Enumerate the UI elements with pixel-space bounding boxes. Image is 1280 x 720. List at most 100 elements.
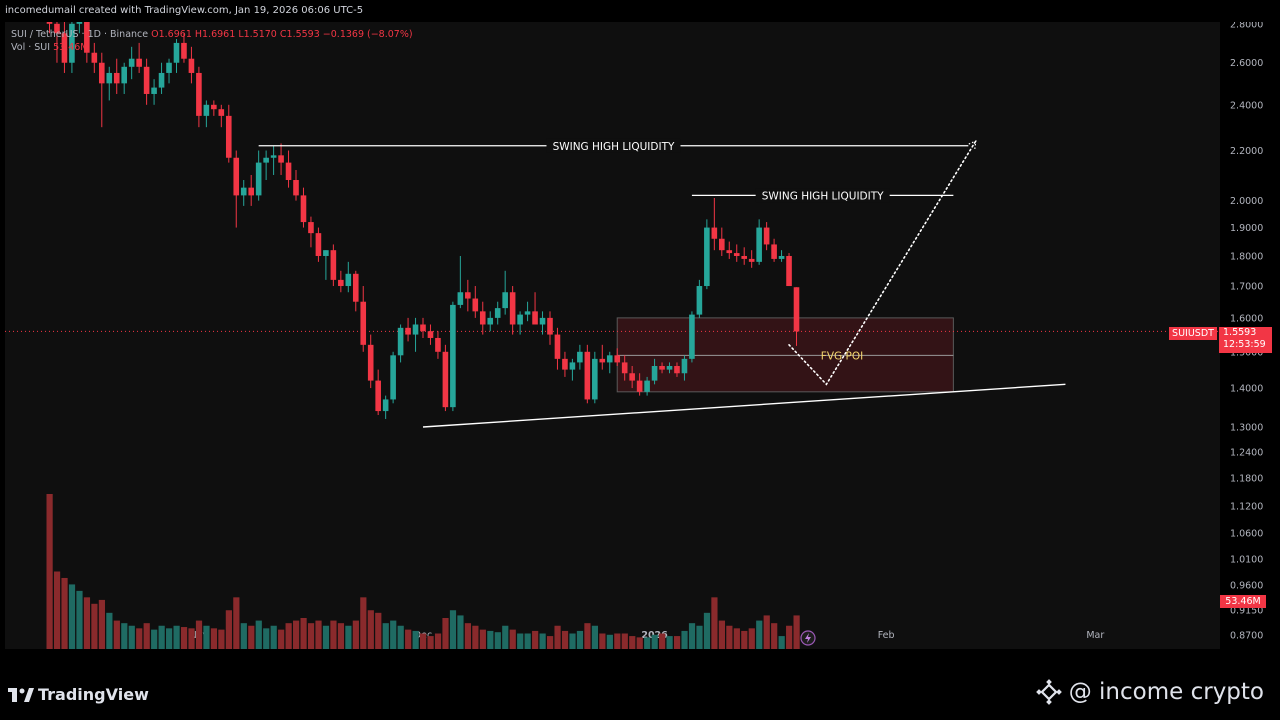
volume-bar <box>741 630 748 649</box>
candle-up <box>263 157 269 163</box>
volume-bar <box>270 625 277 649</box>
candle-down <box>98 62 105 84</box>
candle-up <box>270 155 277 158</box>
legend-volume-label[interactable]: Vol · SUI <box>11 42 51 53</box>
candle-up <box>606 355 613 363</box>
price-chart[interactable]: 2.8000 2.6000 2.4000 2.2000 2.0000 1.9000 1.80… <box>5 22 1280 649</box>
y-tick-label: 1.8000 <box>1230 251 1263 262</box>
volume-bar <box>173 625 180 649</box>
volume-bar <box>576 630 584 649</box>
volume-bar <box>46 494 53 649</box>
candle-up <box>644 380 650 392</box>
volume-bar <box>188 628 195 649</box>
volume-bar <box>278 629 285 649</box>
candle-down <box>763 227 770 245</box>
candle-down <box>636 380 643 392</box>
candle-down <box>91 52 98 63</box>
x-tick-label: Feb <box>878 630 895 641</box>
tradingview-logo[interactable]: TradingView <box>8 685 149 704</box>
candle-up <box>76 22 83 24</box>
volume-bar <box>285 623 292 649</box>
y-tick-label: 1.3000 <box>1230 423 1263 434</box>
volume-bar <box>255 620 262 649</box>
candle-up <box>255 162 262 196</box>
volume-bar <box>696 625 703 649</box>
volume-bar <box>718 620 725 649</box>
volume-bar <box>412 630 419 649</box>
candle-up <box>778 255 785 259</box>
volume-bar <box>106 612 113 649</box>
candle-up <box>502 292 508 309</box>
volume-bar <box>397 625 404 649</box>
volume-bar <box>434 633 442 649</box>
chart-plot-area[interactable]: 2.8000 2.6000 2.4000 2.2000 2.0000 1.9000 1.80… <box>5 22 1280 649</box>
candle-down <box>367 344 374 381</box>
y-tick-label: 1.1200 <box>1230 502 1263 513</box>
volume-bar <box>210 628 218 649</box>
lightning-icon[interactable] <box>800 630 816 646</box>
volume-bar <box>166 628 173 649</box>
volume-bar <box>651 634 658 649</box>
candle-down <box>659 366 665 370</box>
swing-high-label-bg <box>755 188 890 203</box>
candle-down <box>46 22 53 24</box>
volume-bar <box>487 630 494 649</box>
candle-down <box>554 334 561 359</box>
candle-up <box>412 324 419 335</box>
volume-bar <box>688 623 696 649</box>
volume-bar <box>375 612 382 649</box>
legend-symbol[interactable]: SUI / TetherUS · 1D · Binance <box>11 29 149 40</box>
candle-up <box>390 355 396 400</box>
volume-bar <box>61 577 68 649</box>
volume-bar <box>599 633 606 649</box>
y-tick-label: 2.4000 <box>1230 100 1263 111</box>
volume-bar <box>711 597 718 649</box>
candle-down <box>360 301 367 345</box>
volume-bar <box>659 633 666 649</box>
candle-down <box>61 33 68 63</box>
price-tag-countdown: 12:53:59 <box>1223 339 1266 350</box>
candle-down <box>278 155 284 163</box>
volume-bar <box>464 623 472 649</box>
candle-down <box>113 72 120 84</box>
volume-bar <box>666 636 673 649</box>
volume-bar <box>621 633 628 649</box>
volume-bar <box>307 623 315 649</box>
volume-bar <box>248 625 255 649</box>
volume-bar <box>524 633 531 649</box>
volume-bar <box>360 597 367 649</box>
volume-bar <box>420 633 427 649</box>
volume-bar <box>771 623 778 649</box>
candle-down <box>218 109 225 116</box>
candle-up <box>756 227 762 262</box>
volume-bar <box>427 636 434 649</box>
volume-bar <box>494 632 501 649</box>
candle-down <box>84 22 90 53</box>
candle-down <box>196 72 202 116</box>
volume-bar <box>68 584 76 649</box>
volume-bar <box>382 623 389 649</box>
price-tag-symbol: SUIUSDT <box>1169 327 1217 340</box>
candle-down <box>674 366 680 374</box>
attribution-bar: incomedumail created with TradingView.co… <box>0 0 1280 22</box>
y-tick-label: 2.8000 <box>1230 22 1263 30</box>
candle-down <box>599 358 606 363</box>
candle-up <box>450 304 456 408</box>
candle-down <box>509 292 516 325</box>
volume-bar <box>606 634 613 649</box>
y-tick-label: 2.0000 <box>1230 196 1263 207</box>
volume-bar <box>644 637 651 649</box>
candle-down <box>532 311 538 325</box>
volume-bar <box>233 597 240 649</box>
candle-up <box>696 286 703 315</box>
swing-high-label: SWING HIGH LIQUIDITY <box>762 190 884 202</box>
volume-bar <box>352 620 359 649</box>
candle-down <box>136 58 142 67</box>
candle-up <box>457 292 464 305</box>
legend-line-volume: Vol · SUI 53.46M <box>11 41 413 54</box>
volume-bar <box>195 620 203 649</box>
volume-bar <box>584 623 591 649</box>
candle-down <box>621 362 628 374</box>
volume-bar <box>554 625 561 649</box>
